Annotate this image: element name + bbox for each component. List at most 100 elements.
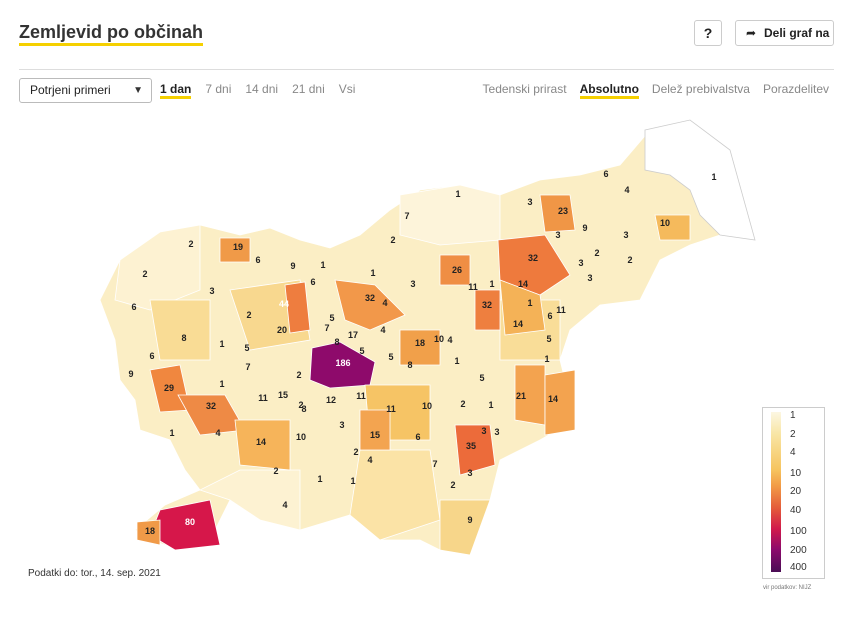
chevron-down-icon: ▼ [133,85,143,96]
municipality-value: 32 [206,401,216,411]
novo-mesto-region[interactable] [454,424,496,476]
ne-region-zero[interactable] [644,119,756,241]
page-title: Zemljevid po občinah [19,22,204,46]
municipality-value: 1 [527,298,532,308]
municipality-value: 2 [390,235,395,245]
tab-14-dni[interactable]: 14 dni [245,82,279,96]
municipality-value: 6 [415,432,420,442]
municipality-value: 2 [353,447,358,457]
tab-delez-prebivalstva[interactable]: Delež prebivalstva [651,82,750,96]
metric-select-value: Potrjeni primeri [30,83,111,97]
metric-select[interactable]: Potrjeni primeri ▼ [19,78,152,103]
tab-vsi[interactable]: Vsi [338,82,356,96]
share-button[interactable]: ➦ Deli graf na [735,20,834,46]
municipality-value: 15 [370,430,380,440]
municipality-value: 2 [246,310,251,320]
north-region[interactable] [399,184,501,246]
municipality-value: 14 [518,279,528,289]
municipality-value: 4 [447,335,452,345]
municipality-value: 14 [513,319,523,329]
municipality-value: 3 [527,197,532,207]
municipality-value: 44 [279,299,289,309]
municipality-value: 1 [544,354,549,364]
municipality-value: 14 [548,394,558,404]
municipality-value: 3 [555,230,560,240]
municipality-value: 10 [660,218,670,228]
tolmin-region[interactable] [149,299,211,361]
municipality-value: 17 [348,330,358,340]
map-regions [99,119,756,556]
west-region[interactable] [114,224,201,311]
municipality-value: 11 [258,393,268,403]
municipality-value: 9 [582,223,587,233]
legend-label: 40 [790,505,802,516]
krsko-region[interactable] [544,369,576,436]
municipality-value: 7 [432,459,437,469]
municipality-value: 11 [468,282,478,292]
color-legend: 1 2 4 10 20 40 100 200 400 [762,407,825,579]
municipality-value: 7 [324,323,329,333]
time-range-tabs: 1 dan 7 dni 14 dni 21 dni Vsi [160,82,369,99]
southwest-region[interactable] [198,469,301,531]
municipality-value: 5 [479,373,484,383]
municipality-value: 18 [415,338,425,348]
municipality-value: 20 [277,325,287,335]
municipality-value: 4 [215,428,220,438]
maribor-region[interactable] [497,234,571,296]
municipality-value: 9 [467,515,472,525]
tab-1-dan[interactable]: 1 dan [160,82,192,99]
municipality-value: 2 [273,466,278,476]
celje-region[interactable] [399,329,441,366]
tab-porazdelitev[interactable]: Porazdelitev [762,82,829,96]
kamnik-region[interactable] [334,279,406,331]
municipality-value: 2 [188,239,193,249]
municipality-value: 2 [594,248,599,258]
grosuplje-region[interactable] [359,409,391,451]
legend-label: 100 [790,526,807,537]
municipality-value: 3 [339,420,344,430]
share-arrow-icon: ➦ [746,26,757,40]
municipality-map[interactable]: 1868044353232323229262321201918181715151… [0,110,861,560]
municipality-value: 3 [587,273,592,283]
ptuj-region[interactable] [499,279,546,336]
help-button[interactable]: ? [694,20,722,46]
municipality-value: 4 [380,325,385,335]
municipality-value: 7 [245,362,250,372]
legend-gradient [771,412,781,572]
municipality-value: 11 [356,391,366,401]
tab-7-dni[interactable]: 7 dni [205,82,232,96]
municipality-value: 1 [169,428,174,438]
postojna-region[interactable] [234,419,291,471]
municipality-value: 1 [219,339,224,349]
data-updated: Podatki do: tor., 14. sep. 2021 [28,568,161,579]
tab-21-dni[interactable]: 21 dni [292,82,325,96]
municipality-value: 2 [450,480,455,490]
municipality-value: 186 [335,358,350,368]
slovenska-bistrica-region[interactable] [474,289,501,331]
southeast-region[interactable] [439,499,491,556]
municipality-value: 5 [329,313,334,323]
kranj-region[interactable] [284,281,311,334]
municipality-value: 8 [407,360,412,370]
municipality-value: 23 [558,206,568,216]
velenje-region[interactable] [439,254,471,286]
municipality-value: 35 [466,441,476,451]
mode-tabs: Tedenski prirast Absolutno Delež prebiva… [470,82,829,99]
tab-tedenski-prirast[interactable]: Tedenski prirast [482,82,567,96]
tab-absolutno[interactable]: Absolutno [579,82,639,99]
legend-label: 10 [790,468,802,479]
municipality-value: 9 [290,261,295,271]
lenart-region[interactable] [654,214,691,241]
municipality-value: 6 [149,351,154,361]
legend-label: 2 [790,429,796,440]
murska-sobota-region[interactable] [539,194,576,233]
municipality-value: 10 [434,334,444,344]
municipality-value: 6 [547,311,552,321]
municipality-value: 8 [334,337,339,347]
south-region[interactable] [349,449,441,541]
piran-region[interactable] [136,519,161,546]
municipality-value: 3 [578,258,583,268]
legend-label: 4 [790,447,796,458]
radovljica-region[interactable] [219,237,251,263]
municipality-value: 5 [359,346,364,356]
